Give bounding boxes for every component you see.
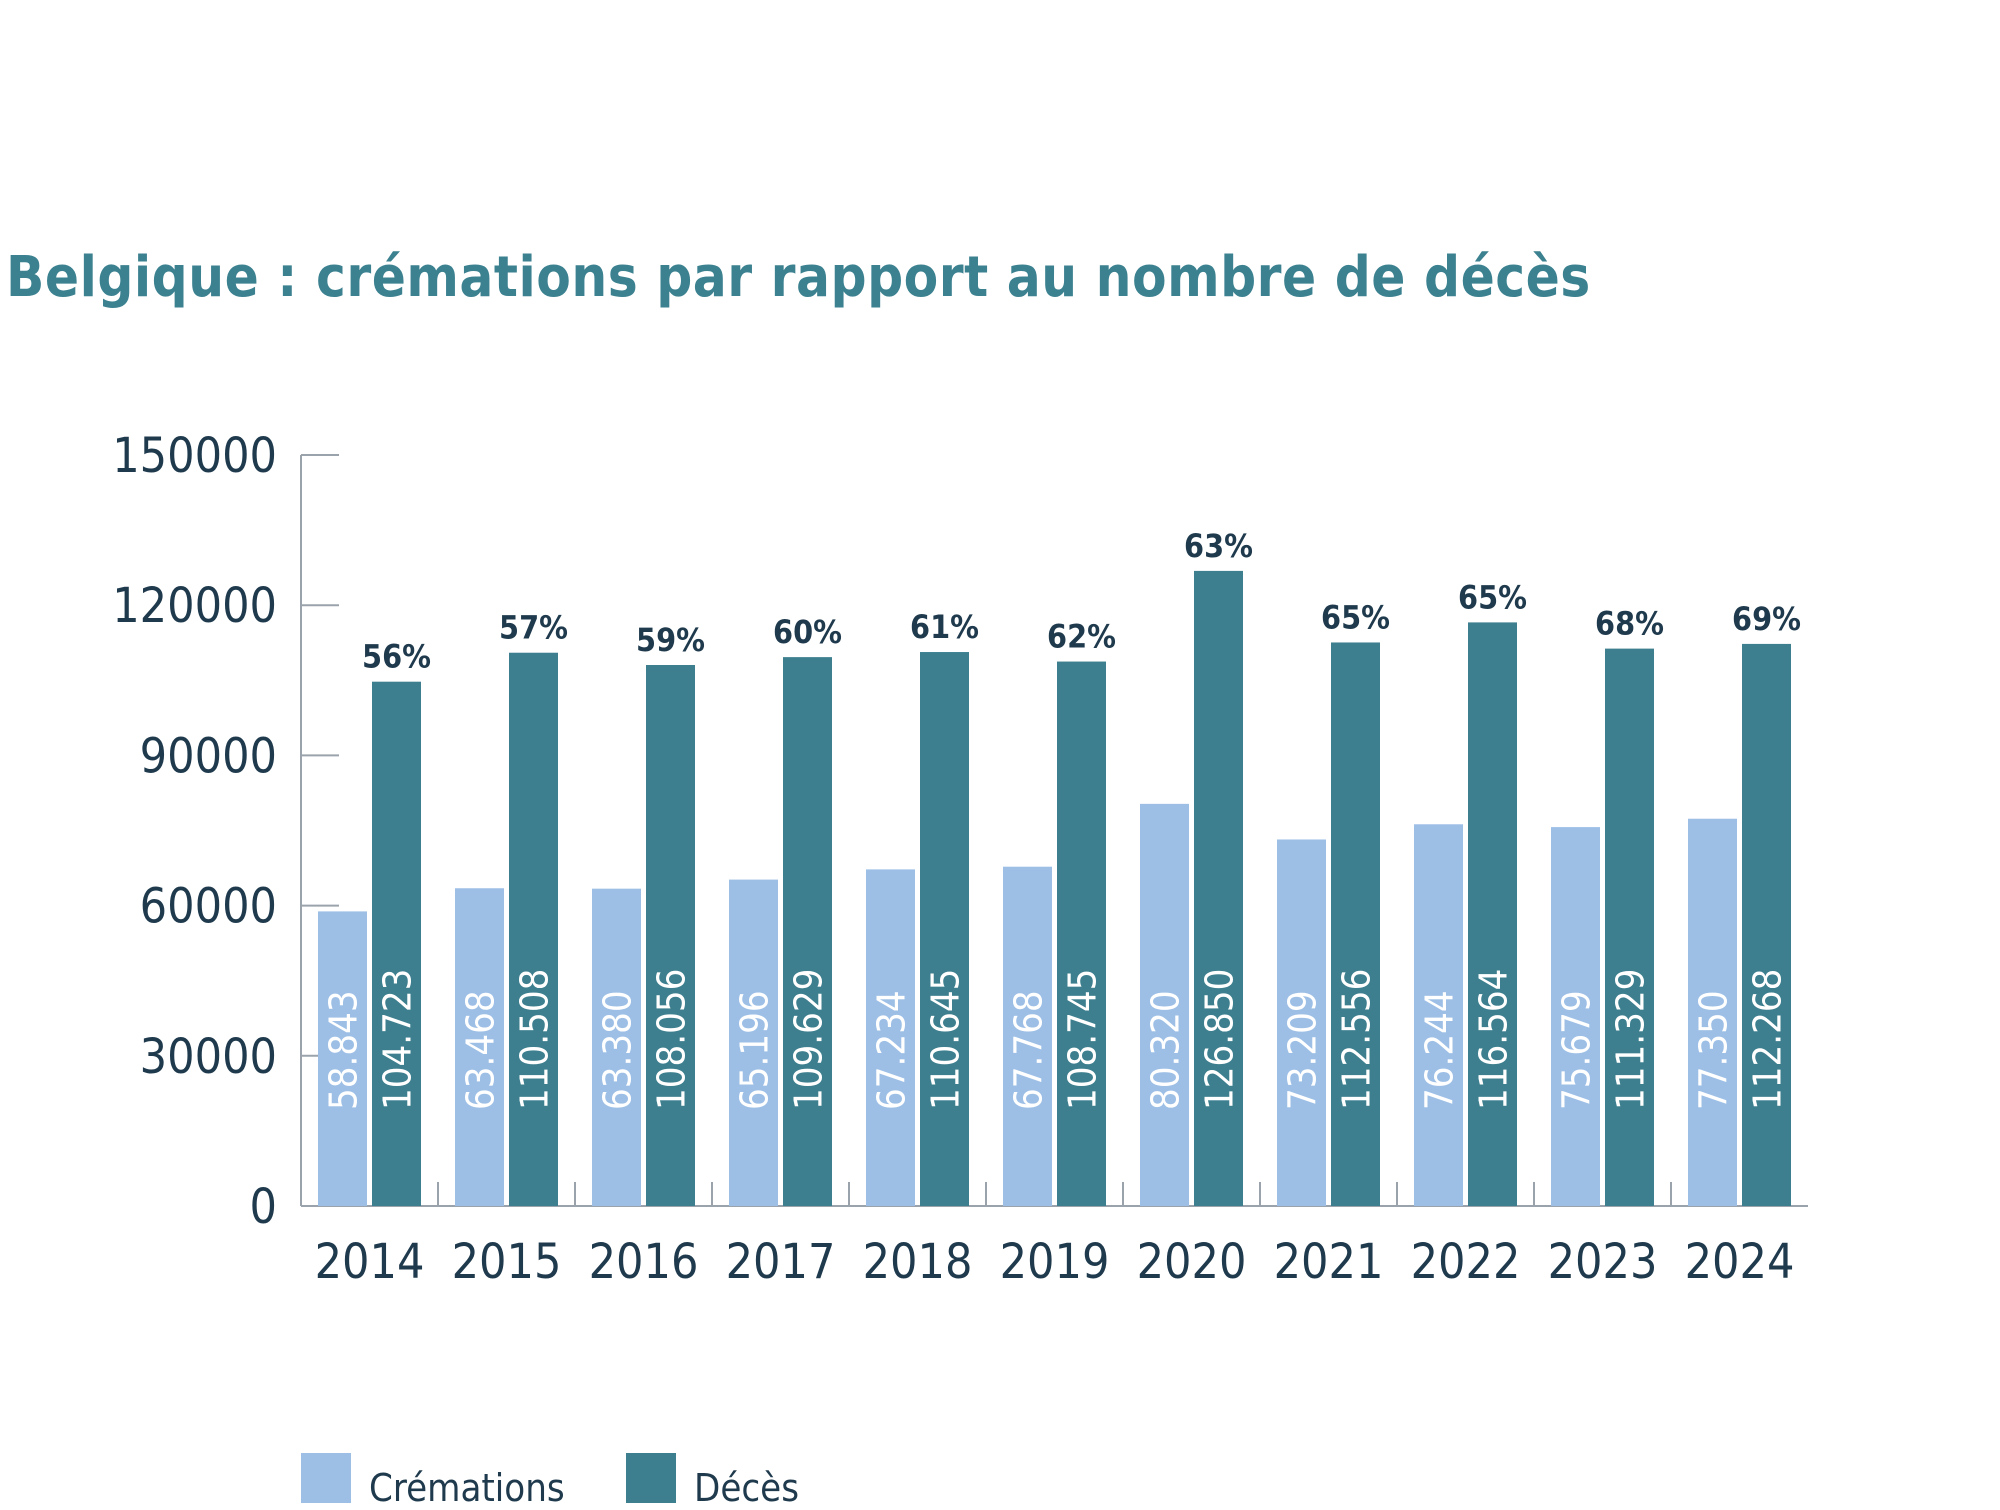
bar-value-label: 112.556 xyxy=(1335,969,1379,1110)
percent-label: 61% xyxy=(910,608,979,646)
bar-cremations xyxy=(318,911,367,1206)
x-tick-label: 2018 xyxy=(863,1234,973,1290)
y-tick-label: 60000 xyxy=(140,879,277,935)
bar-value-label: 73.209 xyxy=(1281,990,1325,1110)
bar-deces xyxy=(372,681,421,1206)
y-tick-label: 90000 xyxy=(140,728,277,784)
bar-value-label: 77.350 xyxy=(1692,990,1736,1110)
legend-label-cremations: Crémations xyxy=(369,1466,565,1510)
legend-swatch-deces xyxy=(626,1453,676,1503)
bar-value-label: 104.723 xyxy=(376,969,420,1110)
x-tick-label: 2019 xyxy=(1000,1234,1110,1290)
bar-value-label: 67.234 xyxy=(870,990,914,1110)
percent-label: 57% xyxy=(499,609,568,647)
bar-value-label: 108.056 xyxy=(650,969,694,1110)
percent-label: 65% xyxy=(1458,578,1527,616)
bar-value-label: 75.679 xyxy=(1555,990,1599,1110)
legend-label-deces: Décès xyxy=(694,1466,800,1510)
legend-item-cremations: Crémations xyxy=(301,1446,565,1510)
percent-label: 63% xyxy=(1184,527,1253,565)
y-tick-label: 30000 xyxy=(140,1029,277,1085)
legend-item-deces: Décès xyxy=(626,1446,799,1510)
bar-value-label: 63.468 xyxy=(459,990,503,1110)
bar-cremations xyxy=(455,888,504,1206)
y-tick-label: 120000 xyxy=(112,578,277,634)
x-tick-label: 2024 xyxy=(1685,1234,1795,1290)
bar-deces xyxy=(509,652,558,1206)
bar-cremations xyxy=(1551,827,1600,1206)
bar-value-label: 58.843 xyxy=(322,990,366,1110)
x-tick-label: 2017 xyxy=(726,1234,836,1290)
bar-deces xyxy=(1742,643,1791,1206)
chart-title: Belgique : crémations par rapport au nom… xyxy=(6,245,1591,310)
x-tick-label: 2015 xyxy=(452,1234,562,1290)
x-tick-label: 2016 xyxy=(589,1234,699,1290)
bar-cremations xyxy=(1003,866,1052,1206)
percent-label: 68% xyxy=(1595,605,1664,643)
bar-value-label: 80.320 xyxy=(1144,990,1188,1110)
bar-value-label: 65.196 xyxy=(733,990,777,1110)
bar-deces xyxy=(1331,642,1380,1206)
x-tick-label: 2023 xyxy=(1548,1234,1658,1290)
bar-value-label: 112.268 xyxy=(1746,969,1790,1110)
bar-value-label: 111.329 xyxy=(1609,969,1653,1110)
bar-cremations xyxy=(1414,824,1463,1206)
percent-label: 65% xyxy=(1321,598,1390,636)
x-tick-label: 2022 xyxy=(1411,1234,1521,1290)
bar-deces xyxy=(783,657,832,1206)
bar-cremations xyxy=(592,888,641,1206)
percent-label: 59% xyxy=(636,621,705,659)
bar-deces xyxy=(1057,661,1106,1206)
bar-value-label: 109.629 xyxy=(787,969,831,1110)
bar-cremations xyxy=(1277,839,1326,1206)
bar-value-label: 126.850 xyxy=(1198,969,1242,1110)
bar-value-label: 76.244 xyxy=(1418,990,1462,1110)
x-tick-label: 2014 xyxy=(315,1234,425,1290)
percent-label: 69% xyxy=(1732,600,1801,638)
bar-deces xyxy=(1605,648,1654,1206)
x-tick-label: 2020 xyxy=(1137,1234,1247,1290)
y-tick-label: 0 xyxy=(250,1179,277,1235)
bar-deces xyxy=(920,652,969,1206)
bar-value-label: 67.768 xyxy=(1007,990,1051,1110)
percent-label: 60% xyxy=(773,613,842,651)
bar-value-label: 110.508 xyxy=(513,969,557,1110)
bar-deces xyxy=(1468,622,1517,1206)
bar-cremations xyxy=(1688,818,1737,1206)
bar-value-label: 108.745 xyxy=(1061,969,1105,1110)
percent-label: 62% xyxy=(1047,618,1116,656)
bar-value-label: 63.380 xyxy=(596,990,640,1110)
legend-swatch-cremations xyxy=(301,1453,351,1503)
bar-value-label: 110.645 xyxy=(924,969,968,1110)
bar-deces xyxy=(646,664,695,1206)
x-tick-label: 2021 xyxy=(1274,1234,1384,1290)
y-tick-label: 150000 xyxy=(112,428,277,484)
bar-value-label: 116.564 xyxy=(1472,969,1516,1110)
percent-label: 56% xyxy=(362,638,431,676)
bar-cremations xyxy=(866,869,915,1206)
bar-cremations xyxy=(1140,803,1189,1206)
bar-deces xyxy=(1194,570,1243,1206)
bar-cremations xyxy=(729,879,778,1206)
